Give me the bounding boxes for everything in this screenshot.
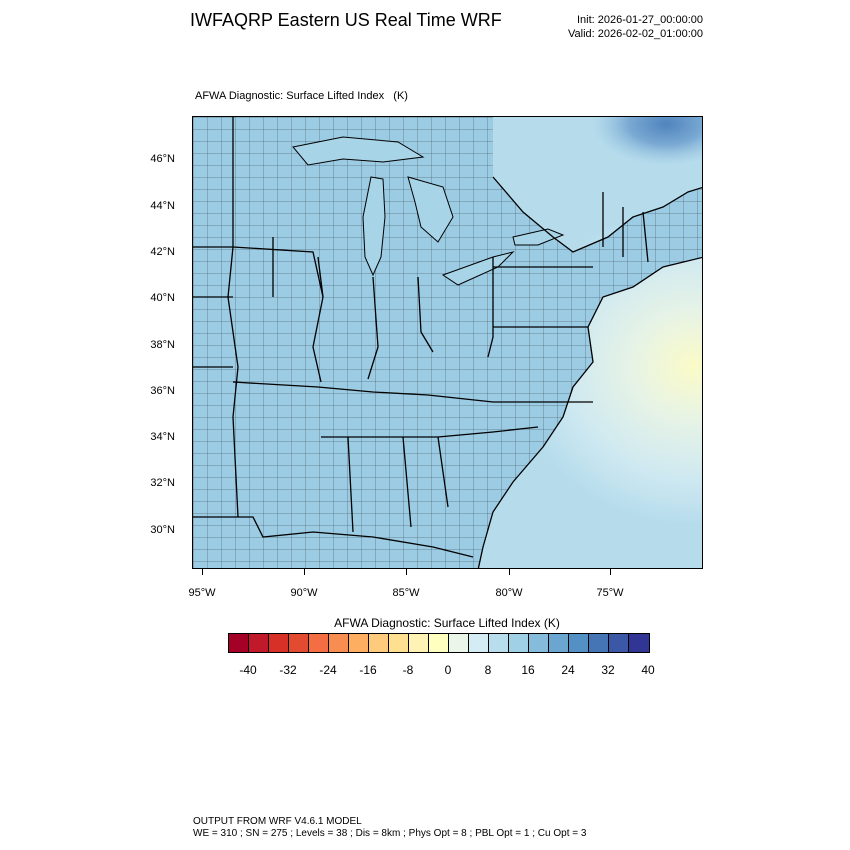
footer: OUTPUT FROM WRF V4.6.1 MODEL WE = 310 ; … — [193, 816, 586, 840]
lon-tick — [406, 569, 407, 575]
colorbar-swatch — [629, 634, 649, 652]
colorbar-label: -24 — [319, 663, 337, 677]
colorbar-label: 32 — [601, 663, 615, 677]
colorbar-swatch — [469, 634, 489, 652]
land-county-grid — [193, 117, 702, 568]
lon-tick — [610, 569, 611, 575]
lon-tick — [202, 569, 203, 575]
colorbar-swatch — [449, 634, 469, 652]
colorbar-swatch — [289, 634, 309, 652]
lon-label: 80°W — [495, 587, 523, 599]
lon-label: 95°W — [188, 587, 216, 599]
lon-label: 90°W — [290, 587, 318, 599]
lat-label: 38°N — [150, 339, 175, 351]
lake-superior — [292, 136, 425, 166]
colorbar-swatch — [309, 634, 329, 652]
colorbar-label: -32 — [279, 663, 297, 677]
colorbar-label: -40 — [239, 663, 257, 677]
lake-michigan — [362, 176, 386, 277]
colorbar-swatch — [249, 634, 269, 652]
map-subtitle: AFWA Diagnostic: Surface Lifted Index (K… — [195, 90, 408, 102]
lon-label: 85°W — [392, 587, 420, 599]
colorbar-label: -8 — [402, 663, 414, 677]
lat-label: 42°N — [150, 246, 175, 258]
colorbar-swatch — [509, 634, 529, 652]
state-borders — [193, 117, 649, 558]
colorbar-label: 0 — [444, 663, 452, 677]
colorbar-label: 16 — [521, 663, 535, 677]
valid-time: Valid: 2026-02-02_01:00:00 — [568, 28, 703, 40]
colorbar-title: AFWA Diagnostic: Surface Lifted Index (K… — [334, 616, 560, 630]
colorbar-swatch — [229, 634, 249, 652]
colorbar-swatch — [409, 634, 429, 652]
colorbar-swatch — [489, 634, 509, 652]
map-canvas — [193, 117, 702, 568]
lat-label: 44°N — [150, 200, 175, 212]
colorbar-swatch — [609, 634, 629, 652]
colorbar-swatch — [549, 634, 569, 652]
lat-label: 46°N — [150, 153, 175, 165]
map-plot — [192, 116, 703, 569]
colorbar-label: 8 — [484, 663, 492, 677]
colorbar-swatch — [329, 634, 349, 652]
lake-huron — [407, 176, 454, 243]
colorbar-swatch — [269, 634, 289, 652]
colorbar-swatch — [589, 634, 609, 652]
lat-label: 36°N — [150, 385, 175, 397]
colorbar-label: 24 — [561, 663, 575, 677]
colorbar-swatch — [389, 634, 409, 652]
colorbar-label: -16 — [359, 663, 377, 677]
time-info: Init: 2026-01-27_00:00:00 Valid: 2026-02… — [568, 13, 703, 41]
colorbar-label: 40 — [641, 663, 655, 677]
colorbar-swatch — [369, 634, 389, 652]
footer-params: WE = 310 ; SN = 275 ; Levels = 38 ; Dis … — [193, 828, 587, 839]
lon-label: 75°W — [596, 587, 624, 599]
colorbar-swatch — [529, 634, 549, 652]
lat-label: 30°N — [150, 524, 175, 536]
lat-label: 32°N — [150, 477, 175, 489]
lon-tick — [304, 569, 305, 575]
colorbar-swatch — [349, 634, 369, 652]
colorbar-swatch — [429, 634, 449, 652]
lat-label: 34°N — [150, 431, 175, 443]
footer-model: OUTPUT FROM WRF V4.6.1 MODEL — [193, 816, 362, 827]
init-time: Init: 2026-01-27_00:00:00 — [577, 14, 703, 26]
plot-title: IWFAQRP Eastern US Real Time WRF — [190, 10, 502, 30]
colorbar-swatch — [569, 634, 589, 652]
cool-north-field — [453, 117, 702, 257]
lat-label: 40°N — [150, 292, 175, 304]
lake-ontario — [512, 228, 565, 246]
coastline — [477, 176, 702, 568]
lake-erie — [441, 251, 515, 286]
lon-tick — [509, 569, 510, 575]
colorbar — [228, 633, 650, 653]
